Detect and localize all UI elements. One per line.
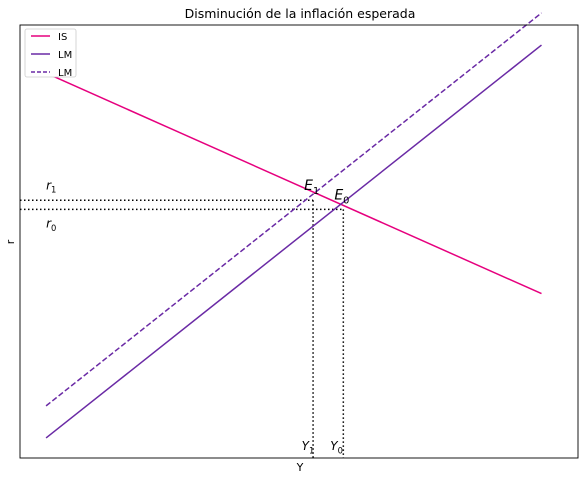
legend-box [24, 28, 77, 78]
series-line-lm-2 [45, 12, 542, 407]
legend: IS LM LM [24, 28, 77, 79]
legend-label-2: LM [58, 68, 72, 79]
plot-frame [19, 24, 579, 459]
y-axis-label: r [4, 239, 17, 244]
annotation-r0: r0 [46, 216, 56, 232]
x-axis-label: Y [296, 461, 304, 474]
equilibrium-label-e1: E1 [304, 178, 319, 197]
legend-label-1: LM [58, 50, 72, 61]
plot-area: E0 E1 r1 r0 Y1 Y0 [20, 12, 542, 458]
annotation-y1: Y1 [302, 439, 315, 455]
annotation-r1: r1 [46, 178, 56, 194]
chart-title: Disminución de la inflación esperada [185, 6, 416, 21]
equilibrium-label-e0: E0 [334, 187, 349, 206]
series-line-is-0 [45, 72, 542, 295]
legend-label-0: IS [58, 32, 67, 43]
series-line-lm-1 [45, 44, 542, 439]
annotation-y0: Y0 [330, 439, 343, 455]
